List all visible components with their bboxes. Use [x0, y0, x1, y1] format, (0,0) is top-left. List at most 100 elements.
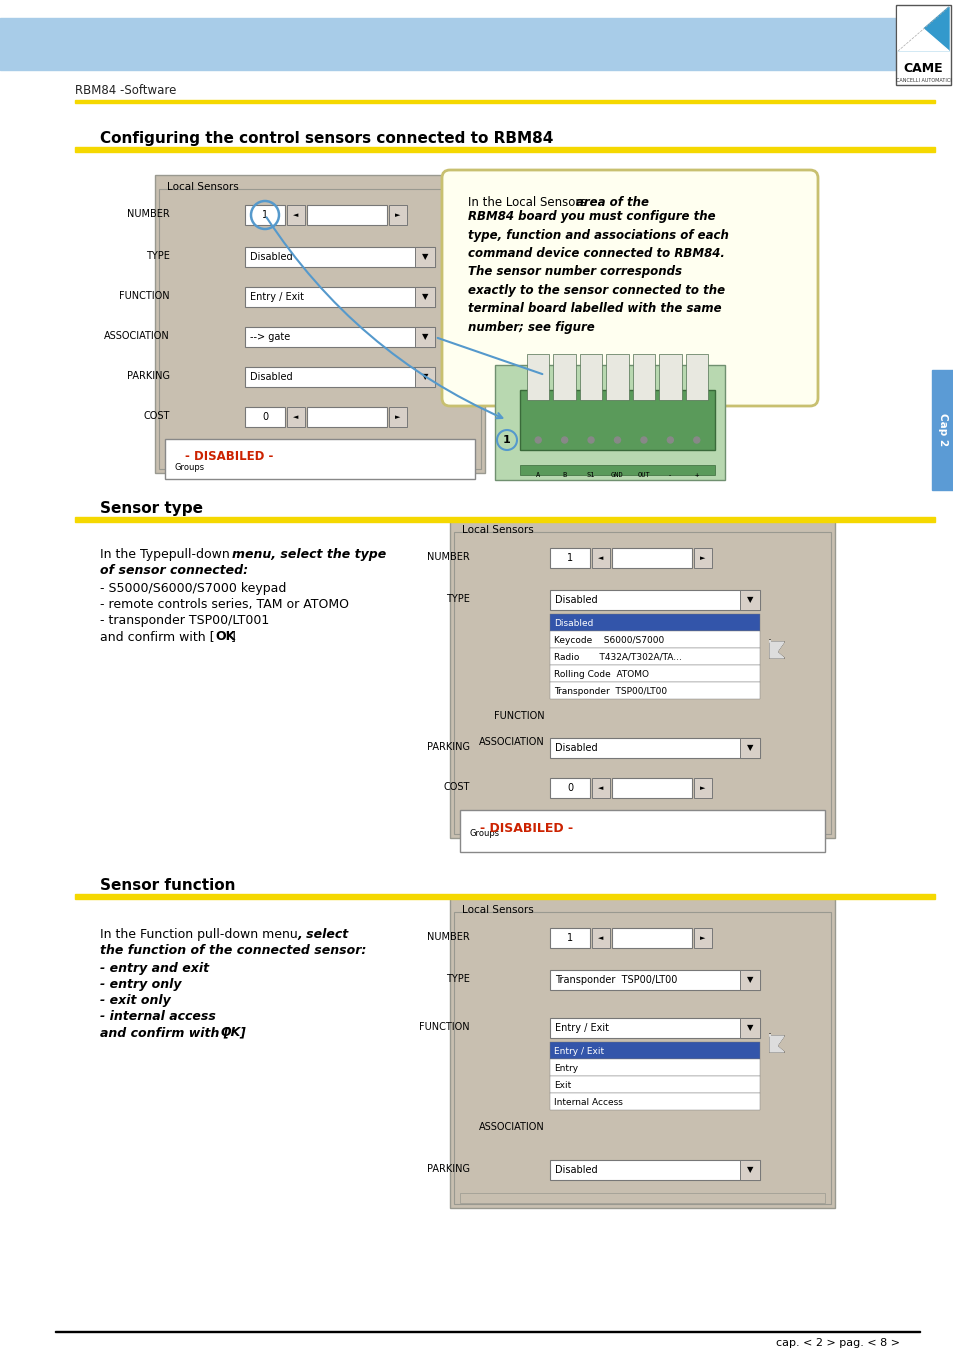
- Text: ▼: ▼: [746, 1024, 753, 1032]
- Text: 0: 0: [566, 784, 573, 793]
- Text: Disabled: Disabled: [555, 1165, 597, 1175]
- Polygon shape: [897, 7, 948, 51]
- Text: ►: ►: [700, 785, 705, 790]
- Bar: [245, 407, 285, 427]
- Bar: [550, 665, 760, 682]
- Bar: [75, 894, 934, 898]
- Text: FUNCTION: FUNCTION: [419, 1021, 470, 1032]
- Bar: [55, 1331, 919, 1332]
- Bar: [307, 407, 387, 427]
- Text: of sensor connected:: of sensor connected:: [100, 563, 248, 577]
- Text: the function of the connected sensor:: the function of the connected sensor:: [100, 944, 366, 957]
- Text: ASSOCIATION: ASSOCIATION: [478, 1121, 544, 1132]
- Text: cap. < 2 > pag. < 8 >: cap. < 2 > pag. < 8 >: [775, 1337, 899, 1348]
- Bar: [579, 354, 601, 400]
- Text: PARKING: PARKING: [427, 1165, 470, 1174]
- Bar: [415, 247, 435, 267]
- Polygon shape: [897, 7, 948, 51]
- Text: OK: OK: [214, 630, 235, 643]
- Text: and confirm with [: and confirm with [: [100, 1025, 230, 1039]
- Bar: [245, 327, 435, 347]
- Bar: [159, 189, 480, 469]
- Bar: [550, 928, 589, 948]
- Text: Keycode    S6000/S7000: Keycode S6000/S7000: [554, 636, 663, 644]
- Text: Entry / Exit: Entry / Exit: [250, 292, 304, 303]
- Circle shape: [587, 436, 594, 443]
- Bar: [550, 1093, 760, 1111]
- Bar: [550, 970, 760, 990]
- Text: - DISABILED -: - DISABILED -: [185, 450, 274, 463]
- Bar: [592, 549, 609, 567]
- Text: - DISABILED -: - DISABILED -: [479, 821, 573, 835]
- Text: RBM84 -Software: RBM84 -Software: [75, 84, 176, 96]
- Text: 1: 1: [502, 435, 511, 444]
- Bar: [553, 354, 576, 400]
- Text: ▼: ▼: [421, 253, 428, 262]
- Text: Groups: Groups: [174, 463, 205, 473]
- Text: ▼: ▼: [746, 975, 753, 985]
- Text: ▼: ▼: [746, 1166, 753, 1174]
- Text: Rolling Code  ATOMO: Rolling Code ATOMO: [554, 670, 648, 680]
- Text: menu, select the type: menu, select the type: [232, 549, 386, 561]
- Text: In the Function pull-down menu: In the Function pull-down menu: [100, 928, 301, 942]
- Text: ASSOCIATION: ASSOCIATION: [104, 331, 170, 340]
- Text: ]: ]: [231, 630, 235, 643]
- Text: GND: GND: [611, 471, 623, 478]
- Text: ▼: ▼: [746, 596, 753, 604]
- Bar: [550, 1042, 760, 1059]
- Bar: [550, 1019, 760, 1038]
- Bar: [550, 549, 589, 567]
- Text: NUMBER: NUMBER: [427, 553, 470, 562]
- Text: OUT: OUT: [637, 471, 650, 478]
- Text: 0: 0: [262, 412, 268, 422]
- Text: --> gate: --> gate: [250, 332, 290, 342]
- Bar: [450, 517, 834, 838]
- Text: Sensor function: Sensor function: [100, 878, 235, 893]
- Text: - exit only: - exit only: [100, 994, 171, 1006]
- Text: A: A: [536, 471, 539, 478]
- FancyBboxPatch shape: [441, 170, 817, 407]
- Bar: [550, 648, 760, 665]
- Bar: [245, 205, 285, 226]
- Text: FUNCTION: FUNCTION: [119, 290, 170, 301]
- Bar: [550, 631, 760, 648]
- Bar: [740, 1019, 760, 1038]
- Text: Local Sensors: Local Sensors: [461, 905, 533, 915]
- Text: -: -: [667, 471, 672, 478]
- Text: TYPE: TYPE: [146, 251, 170, 261]
- Text: ▼: ▼: [421, 332, 428, 342]
- Text: PARKING: PARKING: [127, 372, 170, 381]
- Text: Internal Access: Internal Access: [554, 1098, 622, 1106]
- Bar: [740, 1161, 760, 1179]
- Bar: [154, 176, 484, 473]
- Text: ]: ]: [239, 1025, 245, 1039]
- Bar: [685, 354, 707, 400]
- Bar: [550, 1161, 760, 1179]
- Text: Radio       T432A/T302A/TA...: Radio T432A/T302A/TA...: [554, 653, 681, 662]
- Bar: [592, 928, 609, 948]
- Circle shape: [614, 436, 619, 443]
- Bar: [165, 439, 475, 480]
- Circle shape: [640, 436, 646, 443]
- Text: ►: ►: [700, 935, 705, 942]
- Bar: [606, 354, 628, 400]
- Text: ASSOCIATION: ASSOCIATION: [478, 738, 544, 747]
- Text: Exit: Exit: [554, 1081, 571, 1090]
- Circle shape: [561, 436, 567, 443]
- Text: Entry: Entry: [554, 1065, 578, 1073]
- Text: NUMBER: NUMBER: [427, 932, 470, 942]
- Circle shape: [667, 436, 673, 443]
- Bar: [693, 778, 711, 798]
- Bar: [389, 407, 407, 427]
- Text: ►: ►: [395, 212, 400, 218]
- Text: Sensor type: Sensor type: [100, 500, 203, 516]
- Bar: [550, 682, 760, 698]
- Text: TYPE: TYPE: [446, 974, 470, 984]
- Bar: [287, 205, 305, 226]
- Text: , select: , select: [296, 928, 348, 942]
- Bar: [519, 390, 714, 450]
- Text: - entry and exit: - entry and exit: [100, 962, 209, 975]
- Text: Disabled: Disabled: [554, 619, 593, 628]
- Bar: [454, 532, 830, 834]
- Text: and confirm with [: and confirm with [: [100, 630, 214, 643]
